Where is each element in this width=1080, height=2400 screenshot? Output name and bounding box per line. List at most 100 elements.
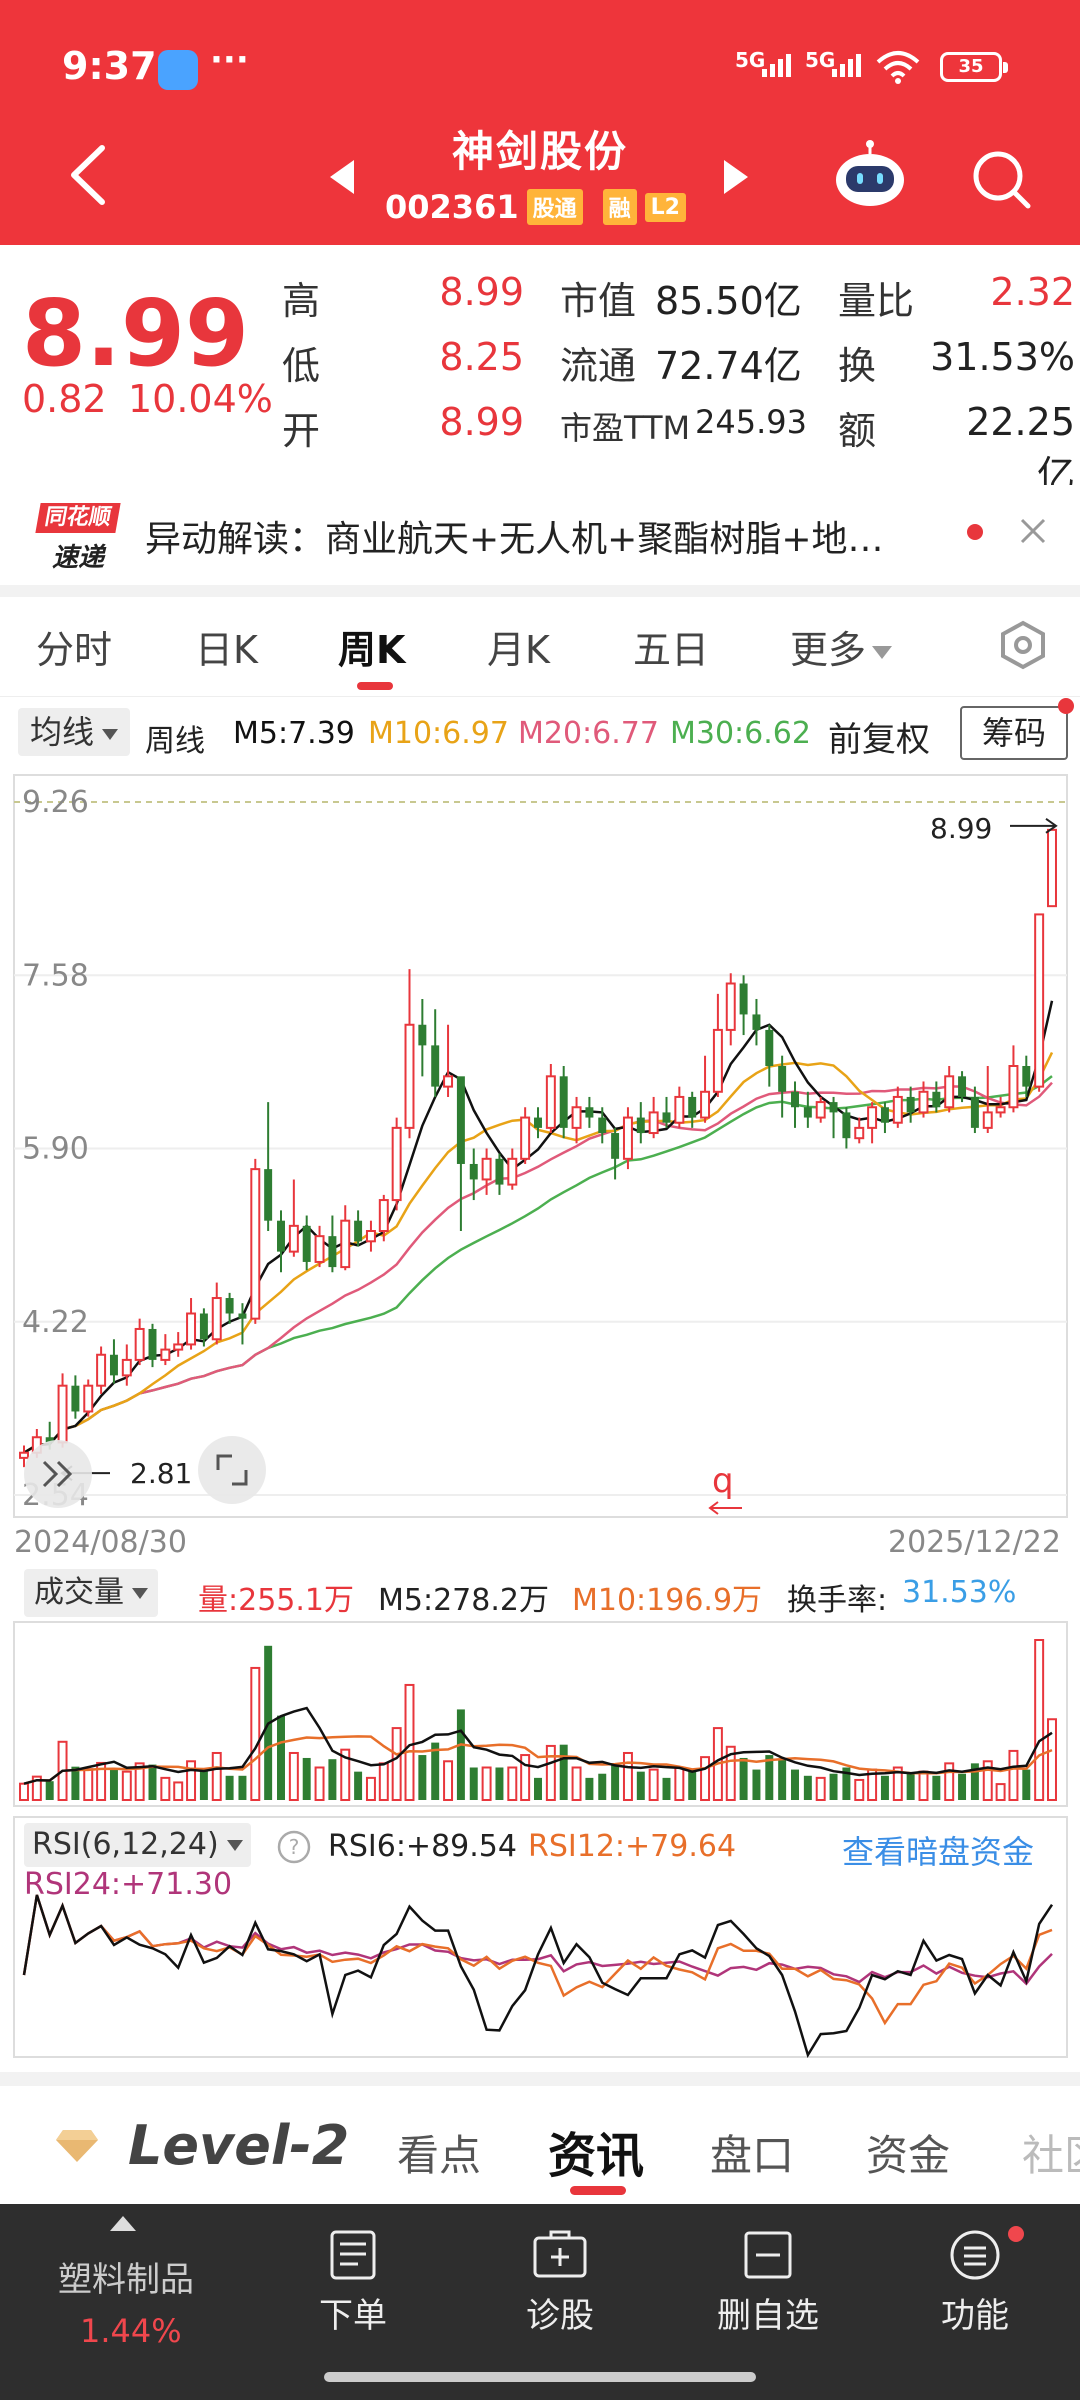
- candle-body: [173, 1343, 184, 1351]
- amount-label: 额: [838, 409, 877, 453]
- volume-bar: [277, 1715, 285, 1800]
- candle-body: [83, 1384, 94, 1413]
- volume-ma5: M5:278.2万: [378, 1583, 549, 1618]
- tab-daily-k[interactable]: 日K: [195, 628, 258, 672]
- top-header: 9:37 ··· 5G 5G 35 神剑股份 002361 股通 融 L2: [0, 0, 1080, 245]
- rsi-dropdown[interactable]: RSI(6,12,24): [24, 1823, 251, 1867]
- volume-bar: [854, 1778, 865, 1801]
- candle-body: [391, 1126, 402, 1202]
- tab-monthly-k[interactable]: 月K: [487, 628, 550, 672]
- signal-bars-icon-2: [832, 54, 861, 77]
- volume-bar: [622, 1751, 633, 1801]
- tab-highlights[interactable]: 看点: [397, 2131, 482, 2180]
- close-icon[interactable]: [1018, 516, 1048, 546]
- volume-ma10: M10:196.9万: [572, 1583, 763, 1618]
- level2-tab[interactable]: Level-2: [128, 2114, 350, 2177]
- quote-panel: 8.99 0.82 10.04% 高 8.99 低 8.25 开 8.99 市值…: [0, 245, 1080, 497]
- candle-body: [1034, 913, 1045, 1088]
- tab-intraday[interactable]: 分时: [36, 628, 113, 672]
- wifi-icon: [876, 51, 920, 84]
- ma-dropdown[interactable]: 均线: [18, 708, 131, 756]
- tab-orderbook[interactable]: 盘口: [710, 2131, 795, 2180]
- news-text[interactable]: 异动解读：商业航天+无人机+聚酯树脂+地…: [145, 519, 884, 560]
- volume-chart[interactable]: [0, 1620, 1080, 1810]
- order-label: 下单: [319, 2296, 387, 2336]
- volume-bar: [456, 1709, 465, 1800]
- price-change-pct: 10.04%: [128, 377, 273, 421]
- tab-five-day[interactable]: 五日: [633, 628, 710, 672]
- fullscreen-button[interactable]: [198, 1436, 266, 1504]
- candle-body: [354, 1220, 363, 1242]
- candle-body: [559, 1076, 568, 1128]
- candle-body: [611, 1133, 620, 1159]
- ma20-line: [23, 1081, 1053, 1454]
- prev-stock-icon[interactable]: [330, 160, 354, 194]
- volume-dropdown[interactable]: 成交量: [24, 1569, 158, 1617]
- info-tabs: Level-2 看点 资讯 盘口 资金 社区: [0, 2086, 1080, 2204]
- y-tick-label: 9.26: [22, 785, 89, 820]
- dark-pool-link[interactable]: 查看暗盘资金: [842, 1833, 1035, 1871]
- turnover-label: 换: [838, 344, 877, 388]
- diagnose-button[interactable]: 诊股: [490, 2228, 630, 2368]
- tab-more[interactable]: 更多: [790, 619, 893, 674]
- chip-button[interactable]: 筹码: [960, 706, 1068, 760]
- candle-body: [932, 1091, 941, 1108]
- volume-bar: [443, 1760, 454, 1802]
- adjust-mode[interactable]: 前复权: [828, 720, 930, 760]
- chip-dot: [1058, 698, 1074, 714]
- turnover-value: 31.53%: [930, 335, 1075, 379]
- next-stock-icon[interactable]: [724, 160, 748, 194]
- ma10-value: M10:6.97: [368, 716, 509, 751]
- candle-body: [71, 1385, 80, 1412]
- help-icon[interactable]: ?: [276, 1829, 312, 1865]
- function-badge-dot: [1008, 2226, 1024, 2242]
- volume-bar: [765, 1755, 774, 1800]
- volume-bar: [791, 1769, 799, 1800]
- tab-weekly-k[interactable]: 周K: [338, 628, 406, 672]
- volume-bar: [469, 1767, 478, 1800]
- order-button[interactable]: 下单: [283, 2228, 423, 2368]
- volume-bar: [995, 1783, 1006, 1801]
- robot-assistant-icon[interactable]: [830, 140, 910, 210]
- volume-bar: [134, 1762, 145, 1801]
- settings-hexagon-icon[interactable]: [998, 620, 1048, 670]
- remove-watchlist-button[interactable]: 删自选: [698, 2228, 838, 2368]
- signal-5g-label-1: 5G: [735, 48, 766, 72]
- tab-community[interactable]: 社区: [1022, 2131, 1080, 2180]
- sector-name[interactable]: 塑料制品: [58, 2260, 194, 2300]
- candle-body: [378, 1199, 389, 1232]
- volume-bar: [225, 1775, 234, 1800]
- chevron-down-icon: [102, 728, 119, 740]
- tag-level2: L2: [644, 192, 686, 222]
- candle-body: [765, 1029, 774, 1066]
- candle-body: [288, 1224, 299, 1253]
- candle-body: [982, 1111, 993, 1129]
- candle-body: [96, 1353, 107, 1387]
- candle-body: [970, 1096, 979, 1128]
- home-indicator[interactable]: [324, 2372, 756, 2382]
- volume-bar: [250, 1666, 261, 1801]
- bottom-bar: 塑料制品 1.44% 下单 诊股 删自选 功: [0, 2204, 1080, 2400]
- volume-bar: [829, 1773, 838, 1800]
- info-tab-underline: [570, 2186, 626, 2195]
- function-button[interactable]: 功能: [905, 2228, 1045, 2368]
- search-icon[interactable]: [968, 146, 1034, 212]
- candle-body: [199, 1313, 208, 1340]
- tab-news[interactable]: 资讯: [548, 2128, 645, 2184]
- pe-value: 245.93: [695, 403, 807, 441]
- volume-bar: [19, 1782, 29, 1801]
- kline-chart[interactable]: 9.267.585.904.222.548.992.81q: [0, 770, 1080, 1520]
- tab-capital[interactable]: 资金: [866, 2131, 951, 2180]
- volume-bar: [83, 1768, 94, 1801]
- ma5-value: M5:7.39: [233, 716, 355, 751]
- signal-5g-label-2: 5G: [805, 48, 836, 72]
- news-bar[interactable]: 同花顺 速递 异动解读：商业航天+无人机+聚酯树脂+地…: [0, 485, 1080, 585]
- section-separator: [0, 2072, 1080, 2086]
- volume-bar: [314, 1766, 325, 1802]
- volume-bar: [585, 1777, 594, 1800]
- back-arrow-icon[interactable]: [62, 140, 112, 210]
- rsi-chart[interactable]: [0, 1815, 1080, 2065]
- candle-body: [57, 1384, 68, 1444]
- kline-candles: [19, 828, 1057, 1468]
- pe-label: 市盈TTM: [560, 409, 691, 447]
